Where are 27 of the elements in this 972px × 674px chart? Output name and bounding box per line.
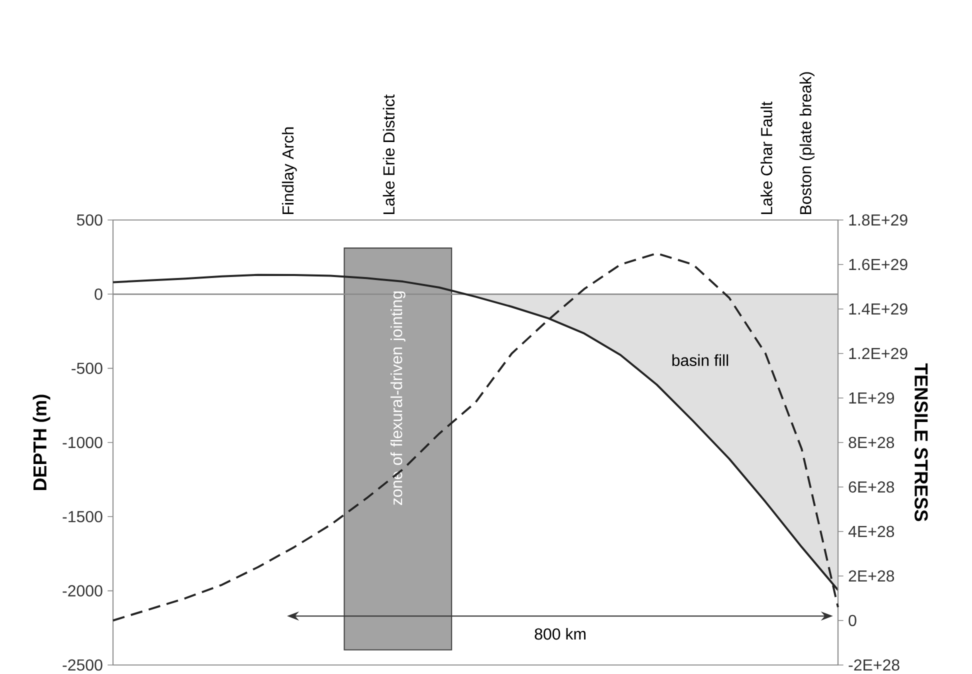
- text: Findlay Arch: [282, 127, 297, 214]
- y2-tick-label: 1.6E+29: [849, 258, 908, 270]
- y-tick-label: -500: [72, 362, 102, 374]
- y2-tick-label: 1.4E+29: [849, 303, 908, 315]
- y2-tick-label: 1.8E+29: [849, 214, 908, 226]
- text: Boston (plate break): [800, 72, 814, 214]
- y2-tick-label: 1E+29: [849, 392, 894, 404]
- text: Lake Erie District: [382, 94, 395, 214]
- annotation: 800 km: [534, 628, 586, 640]
- y-tick-label: 0: [94, 288, 102, 300]
- text: Lake Char Fault: [760, 102, 772, 214]
- y2-axis-title: TENSILE STRESS: [914, 363, 928, 522]
- annotation: basin fill: [672, 354, 728, 366]
- y-tick-label: 500: [76, 214, 102, 226]
- y2-tick-label: 1.2E+29: [849, 348, 908, 360]
- y2-tick-label: 0: [848, 614, 856, 626]
- y2-tick-label: 4E+28: [848, 526, 894, 538]
- y2-tick-label: -2E+28: [848, 659, 900, 671]
- y-tick-label: -1000: [62, 436, 102, 448]
- annotation: zone of flexural-driven jointing: [390, 291, 406, 505]
- y-axis-title: DEPTH (m): [32, 394, 50, 490]
- y-tick-label: -1500: [62, 510, 102, 522]
- y-tick-label: -2000: [62, 585, 102, 596]
- y-tick-label: -2500: [62, 659, 102, 671]
- y2-tick-label: 8E+28: [848, 436, 894, 448]
- y2-tick-label: 2E+28: [848, 570, 894, 582]
- y2-tick-label: 6E+28: [848, 481, 894, 493]
